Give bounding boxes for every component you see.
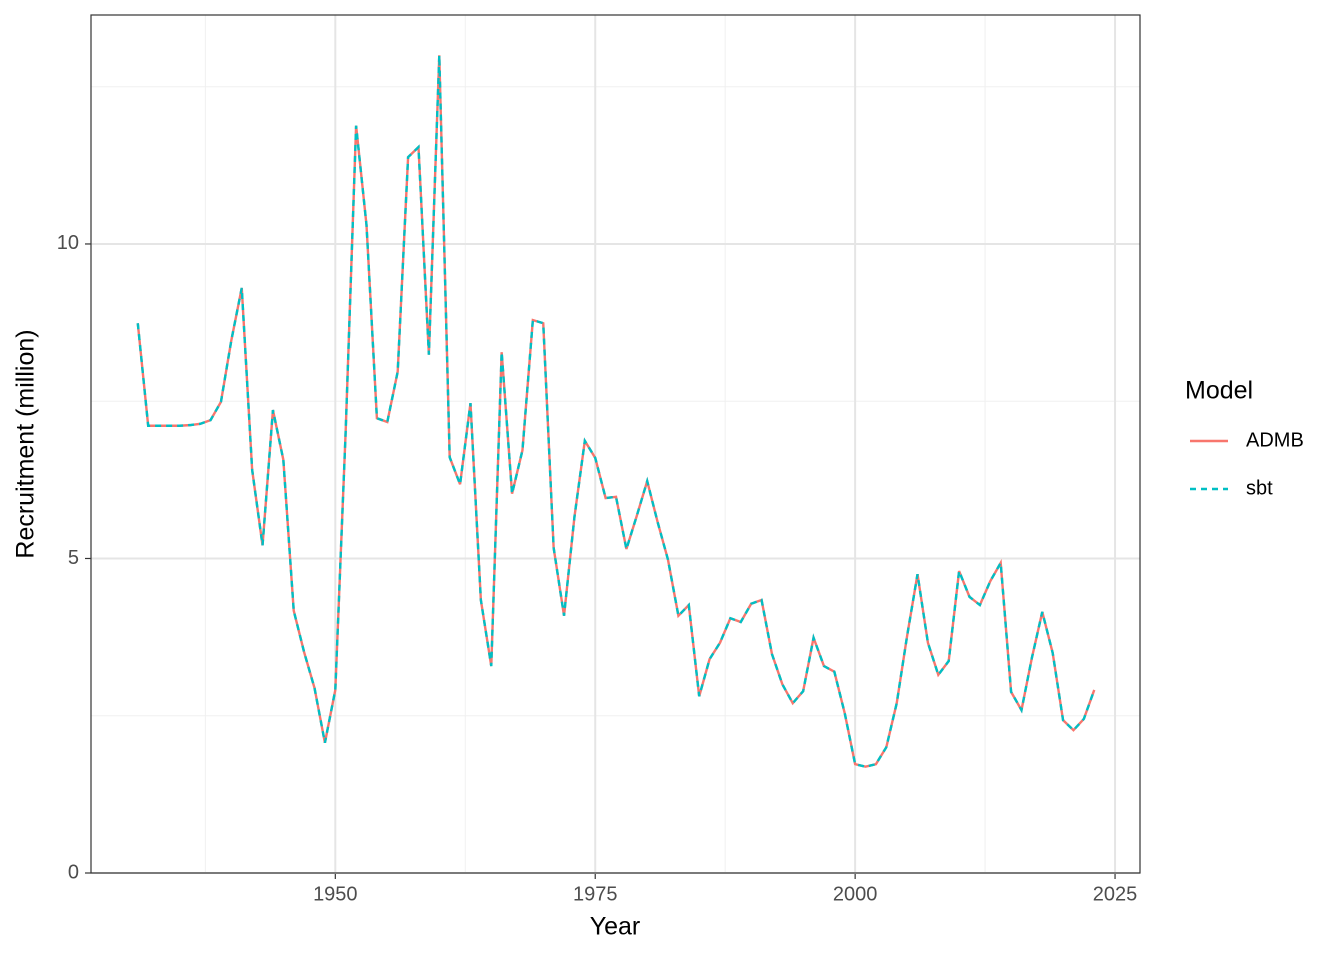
x-tick-label: 2025 [1093, 883, 1138, 905]
y-tick-label: 0 [68, 861, 79, 883]
y-tick-label: 10 [57, 232, 79, 254]
legend-title: Model [1185, 377, 1253, 405]
legend-label: ADMB [1246, 429, 1304, 451]
x-tick-label: 1950 [313, 883, 358, 905]
y-axis-title: Recruitment (million) [12, 329, 40, 558]
series-line [136, 55, 1096, 768]
legend-label: sbt [1246, 477, 1273, 499]
x-tick-label: 2000 [833, 883, 878, 905]
x-axis-title: Year [590, 913, 641, 941]
y-tick-label: 5 [68, 547, 79, 569]
x-tick-label: 1975 [573, 883, 618, 905]
plot-border [90, 14, 1141, 874]
series-line [136, 55, 1096, 768]
